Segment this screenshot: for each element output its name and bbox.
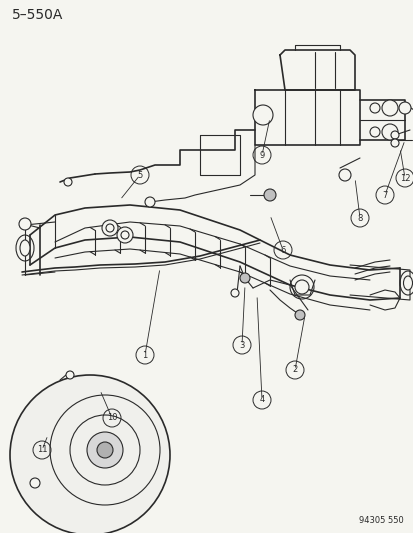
Circle shape	[263, 189, 275, 201]
Circle shape	[240, 273, 249, 283]
Text: 8: 8	[356, 214, 362, 222]
Text: 2: 2	[292, 366, 297, 375]
Circle shape	[97, 442, 113, 458]
Circle shape	[289, 275, 313, 299]
Circle shape	[381, 124, 397, 140]
Circle shape	[369, 127, 379, 137]
Ellipse shape	[403, 276, 411, 290]
Text: 12: 12	[399, 174, 409, 182]
Text: 9: 9	[259, 150, 264, 159]
Circle shape	[121, 231, 129, 239]
Ellipse shape	[399, 271, 413, 295]
Circle shape	[294, 280, 308, 294]
Circle shape	[106, 224, 114, 232]
Text: 4: 4	[259, 395, 264, 405]
Ellipse shape	[20, 240, 30, 256]
Circle shape	[145, 197, 154, 207]
Circle shape	[338, 169, 350, 181]
Circle shape	[87, 432, 123, 468]
Circle shape	[390, 139, 398, 147]
Circle shape	[50, 395, 159, 505]
Text: 6: 6	[280, 246, 285, 254]
Text: 94305 550: 94305 550	[358, 516, 403, 525]
Circle shape	[66, 371, 74, 379]
Text: 3: 3	[239, 341, 244, 350]
Circle shape	[398, 102, 410, 114]
Circle shape	[70, 415, 140, 485]
Circle shape	[30, 478, 40, 488]
Circle shape	[19, 218, 31, 230]
Text: 1: 1	[142, 351, 147, 359]
Circle shape	[381, 100, 397, 116]
Text: 5–550A: 5–550A	[12, 8, 63, 22]
Circle shape	[390, 131, 398, 139]
Text: 10: 10	[107, 414, 117, 423]
Text: 7: 7	[381, 190, 387, 199]
Text: 5: 5	[137, 171, 142, 180]
Text: 11: 11	[37, 446, 47, 455]
Circle shape	[230, 289, 238, 297]
Circle shape	[369, 103, 379, 113]
Circle shape	[294, 310, 304, 320]
Ellipse shape	[16, 235, 34, 261]
Circle shape	[117, 227, 133, 243]
Circle shape	[64, 178, 72, 186]
Circle shape	[252, 105, 272, 125]
Circle shape	[102, 220, 118, 236]
Circle shape	[10, 375, 170, 533]
